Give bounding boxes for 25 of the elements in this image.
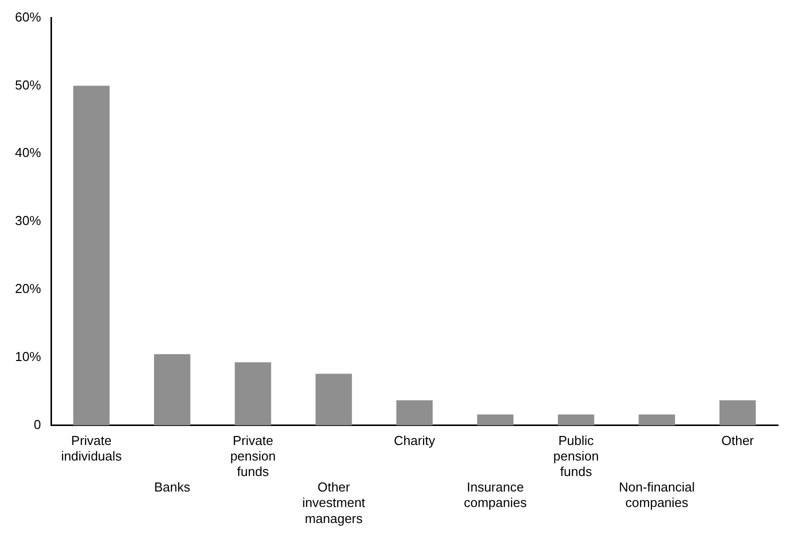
x-tick-label: Charity (394, 432, 436, 448)
x-tick-label: Banks (154, 480, 191, 495)
y-tick-label: 60% (14, 9, 42, 24)
bar (396, 400, 433, 426)
x-tick-label: Other (721, 432, 755, 448)
x-tick-label: Private pension funds (230, 432, 276, 479)
x-tick-label: Insurance companies (464, 480, 528, 510)
y-tick-label: 40% (14, 145, 42, 160)
bar (316, 374, 352, 426)
y-tick-label: 50% (14, 77, 42, 92)
bar (719, 400, 756, 426)
y-tick-label: 30% (14, 213, 42, 228)
y-tick-label: 0 (34, 416, 42, 432)
x-tick-label: Other investment managers (302, 480, 366, 526)
bar (234, 362, 272, 426)
y-tick-label: 10% (14, 349, 42, 364)
x-tick-label: Public pension funds (553, 432, 599, 479)
x-tick-label: Non-financial companies (618, 480, 695, 510)
bar (73, 86, 110, 426)
y-tick-label: 20% (14, 281, 42, 296)
bar (638, 414, 676, 426)
bar (154, 354, 190, 426)
x-tick-label: Private individuals (61, 432, 122, 464)
bar (477, 414, 514, 426)
bar (558, 414, 594, 426)
